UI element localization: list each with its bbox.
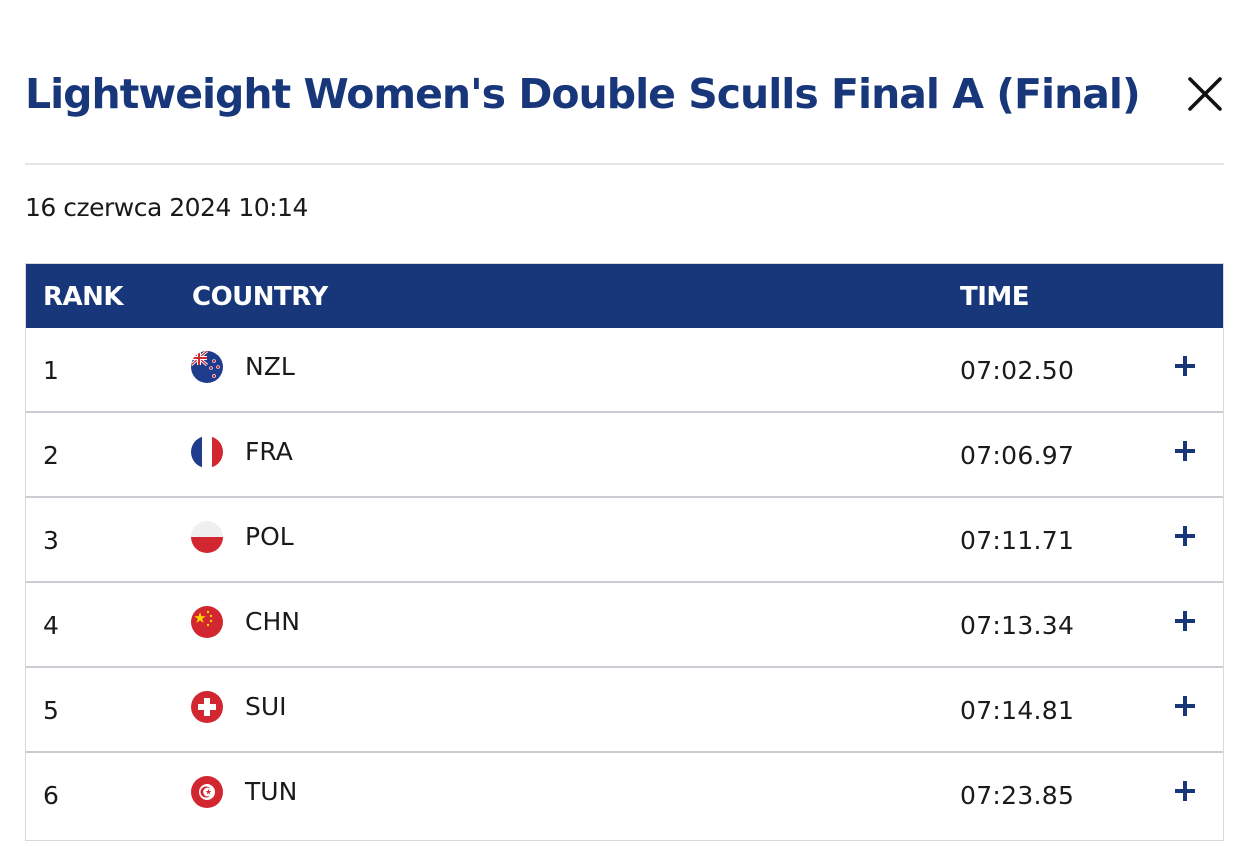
results-modal: Lightweight Women's Double Sculls Final … — [25, 0, 1224, 846]
table-row: 1 NZL — [26, 328, 1223, 413]
rank-cell: 4 — [43, 611, 59, 640]
plus-icon — [1175, 781, 1195, 801]
plus-icon — [1175, 356, 1195, 376]
column-header-country: COUNTRY — [192, 282, 328, 312]
rank-cell: 3 — [43, 526, 59, 555]
table-row: 5 SUI 07:14.81 — [26, 668, 1223, 753]
rank-cell: 1 — [43, 356, 59, 385]
table-header: RANK COUNTRY TIME — [26, 264, 1223, 328]
flag-chn-icon — [191, 606, 223, 638]
flag-tun-icon — [191, 776, 223, 808]
table-row: 3 POL 07:11.71 — [26, 498, 1223, 583]
flag-nzl-icon — [191, 351, 223, 383]
expand-row-button[interactable] — [1174, 780, 1196, 802]
results-table: RANK COUNTRY TIME 1 — [25, 263, 1224, 841]
country-cell: CHN — [245, 607, 300, 636]
country-cell: NZL — [245, 352, 295, 381]
header-divider — [25, 163, 1224, 165]
modal-title: Lightweight Women's Double Sculls Final … — [25, 70, 1141, 118]
table-row: 6 TUN 07:23.85 — [26, 753, 1223, 838]
race-datetime: 16 czerwca 2024 10:14 — [25, 193, 308, 222]
time-cell: 07:13.34 — [960, 611, 1075, 640]
flag-pol-icon — [191, 521, 223, 553]
expand-row-button[interactable] — [1174, 525, 1196, 547]
expand-row-button[interactable] — [1174, 440, 1196, 462]
table-row: 2 FRA 07:06.97 — [26, 413, 1223, 498]
expand-row-button[interactable] — [1174, 355, 1196, 377]
flag-fra-icon — [191, 436, 223, 468]
rank-cell: 2 — [43, 441, 59, 470]
country-cell: TUN — [245, 777, 298, 806]
rank-cell: 6 — [43, 781, 59, 810]
modal-header: Lightweight Women's Double Sculls Final … — [25, 66, 1224, 122]
country-cell: SUI — [245, 692, 287, 721]
close-icon — [1188, 77, 1222, 111]
close-button[interactable] — [1186, 75, 1224, 113]
column-header-rank: RANK — [43, 282, 124, 312]
column-header-time: TIME — [960, 282, 1030, 312]
time-cell: 07:11.71 — [960, 526, 1075, 555]
time-cell: 07:14.81 — [960, 696, 1075, 725]
expand-row-button[interactable] — [1174, 610, 1196, 632]
country-cell: POL — [245, 522, 294, 551]
plus-icon — [1175, 696, 1195, 716]
plus-icon — [1175, 441, 1195, 461]
plus-icon — [1175, 611, 1195, 631]
time-cell: 07:23.85 — [960, 781, 1075, 810]
time-cell: 07:06.97 — [960, 441, 1075, 470]
country-cell: FRA — [245, 437, 293, 466]
expand-row-button[interactable] — [1174, 695, 1196, 717]
flag-sui-icon — [191, 691, 223, 723]
plus-icon — [1175, 526, 1195, 546]
time-cell: 07:02.50 — [960, 356, 1075, 385]
table-row: 4 CHN 07:13.34 — [26, 583, 1223, 668]
rank-cell: 5 — [43, 696, 59, 725]
